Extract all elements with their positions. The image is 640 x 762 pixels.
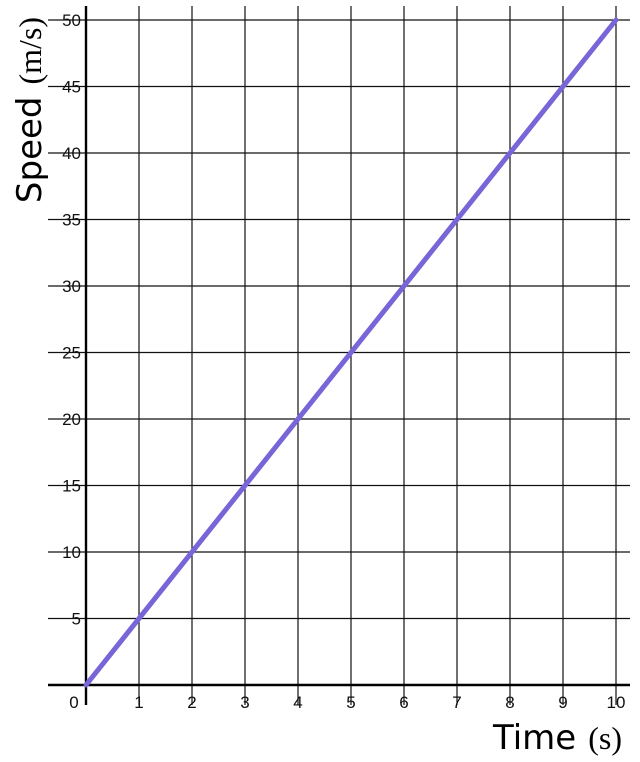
x-tick-label: 10 — [607, 693, 626, 712]
x-tick-labels: 0 1 2 3 4 5 6 7 8 9 10 — [69, 693, 625, 712]
x-axis-title: Time (s) — [492, 718, 622, 758]
y-tick-label: 45 — [62, 78, 81, 97]
series-line — [83, 17, 619, 688]
y-tick-label: 35 — [62, 211, 81, 230]
y-tick-labels: 5 10 15 20 25 30 35 40 45 50 — [62, 11, 81, 629]
x-tick-label: 0 — [69, 693, 78, 712]
x-tick-label: 4 — [293, 693, 302, 712]
x-tick-label: 8 — [505, 693, 514, 712]
x-tick-label: 5 — [346, 693, 355, 712]
y-tick-label: 5 — [72, 610, 81, 629]
y-tick-label: 20 — [62, 410, 81, 429]
grid — [48, 6, 630, 705]
y-axis-title-text: Speed — [10, 96, 50, 203]
y-tick-label: 10 — [62, 543, 81, 562]
series-layer — [83, 17, 619, 688]
y-axis-title-unit: (m/s) — [12, 17, 48, 85]
x-axis-title-unit: (s) — [588, 720, 622, 756]
y-tick-label: 40 — [62, 144, 81, 163]
y-tick-label: 50 — [62, 11, 81, 30]
x-tick-label: 7 — [452, 693, 461, 712]
y-tick-label: 30 — [62, 277, 81, 296]
x-tick-label: 3 — [240, 693, 249, 712]
x-tick-label: 9 — [558, 693, 567, 712]
y-tick-label: 15 — [62, 477, 81, 496]
y-axis-title: Speed (m/s) — [10, 17, 50, 203]
x-tick-label: 2 — [187, 693, 196, 712]
x-tick-label: 6 — [399, 693, 408, 712]
x-tick-label: 1 — [134, 693, 143, 712]
axes — [48, 6, 630, 705]
x-axis-title-text: Time — [492, 718, 576, 758]
y-tick-label: 25 — [62, 344, 81, 363]
